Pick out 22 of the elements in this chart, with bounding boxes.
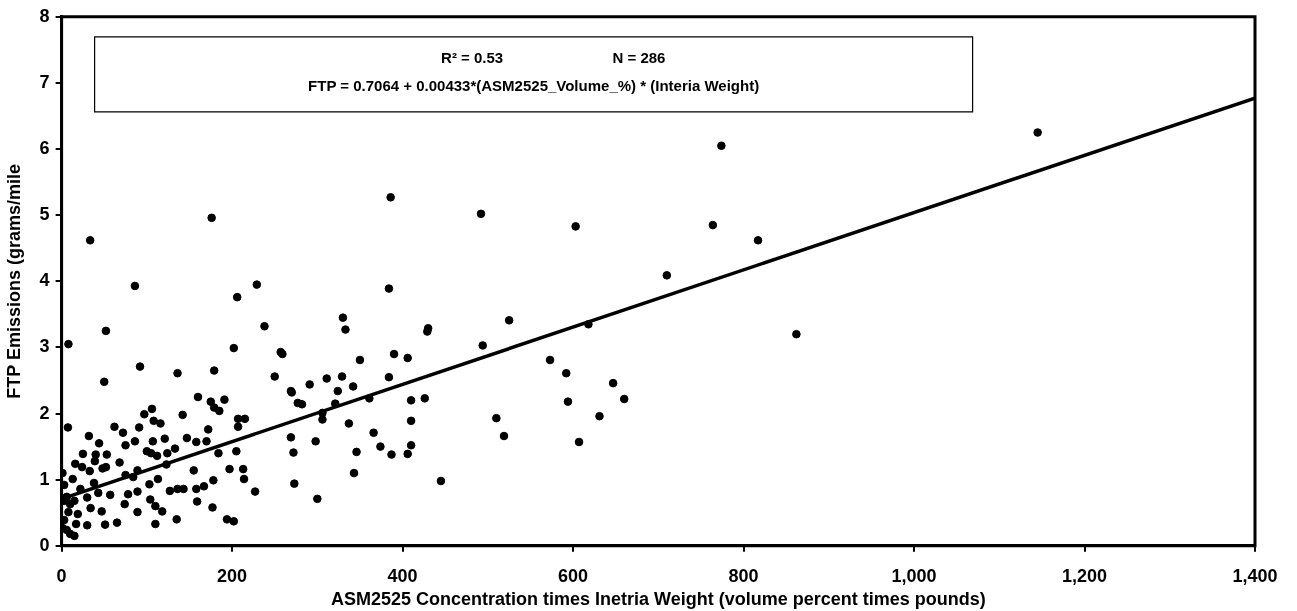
annotation: R² = 0.53 xyxy=(441,48,504,66)
y-tick-label: 1 xyxy=(39,468,50,489)
annotation: N = 286 xyxy=(612,48,666,66)
x-tick-label: 1,000 xyxy=(891,565,937,586)
x-tick-label: 200 xyxy=(217,565,248,586)
y-tick-label: 5 xyxy=(39,204,50,225)
x-axis-title: ASM2525 Concentration times Inetria Weight (volume percent times pounds) xyxy=(330,589,986,610)
x-tick-label: 400 xyxy=(387,565,418,586)
y-tick-label: 6 xyxy=(39,138,50,159)
x-tick-label: 0 xyxy=(56,565,67,586)
x-tick-label: 1,200 xyxy=(1061,565,1108,586)
y-tick-label: 0 xyxy=(39,534,50,555)
y-tick-label: 2 xyxy=(39,402,50,423)
y-tick-label: 4 xyxy=(39,270,50,291)
x-tick-label: 800 xyxy=(728,565,759,586)
y-axis-title: FTP Emissions (grams/mile xyxy=(3,163,24,399)
x-tick-label: 1,400 xyxy=(1232,565,1278,586)
x-tick-label: 600 xyxy=(558,565,589,586)
y-tick-label: 3 xyxy=(39,336,50,357)
annotation: FTP = 0.7064 + 0.00433*(ASM2525_Volume_%) * (Interia Weight) xyxy=(308,76,760,94)
y-tick-label: 7 xyxy=(39,71,50,92)
y-tick-label: 8 xyxy=(39,5,50,26)
